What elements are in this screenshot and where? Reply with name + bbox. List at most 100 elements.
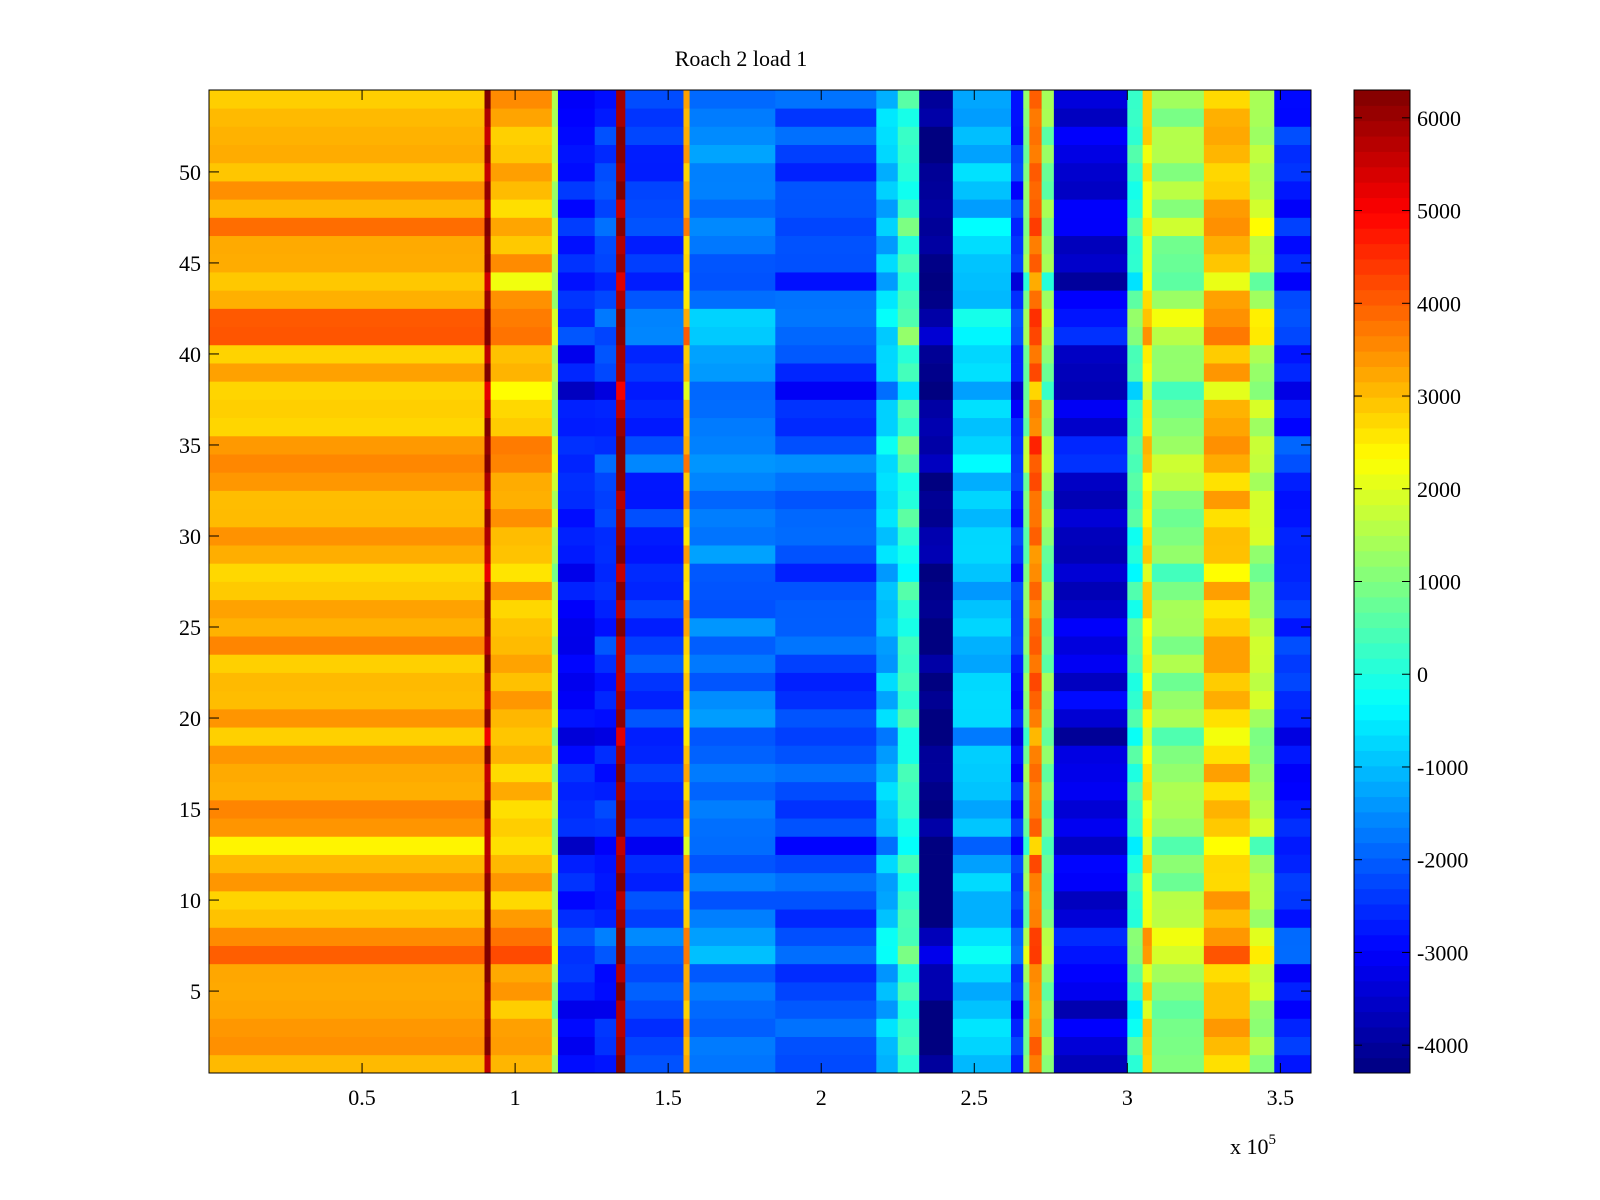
- heatmap-cell: [1029, 363, 1043, 382]
- heatmap-cell: [775, 235, 877, 255]
- colorbar-step: [1354, 381, 1410, 398]
- heatmap-cell: [897, 508, 920, 528]
- heatmap-cell: [209, 781, 485, 801]
- heatmap-cell: [625, 563, 684, 582]
- y-tick-label: 10: [179, 888, 201, 913]
- heatmap-cell: [1029, 126, 1043, 146]
- heatmap-cell: [616, 818, 626, 837]
- heatmap-cell: [551, 617, 559, 637]
- heatmap-cell: [1029, 945, 1043, 965]
- heatmap-cell: [1023, 563, 1030, 582]
- heatmap-cell: [1041, 818, 1055, 837]
- heatmap-cell: [1249, 162, 1275, 182]
- heatmap-cell: [484, 836, 492, 855]
- heatmap-cell: [1142, 508, 1153, 528]
- heatmap-cell: [1249, 927, 1275, 946]
- heatmap-cell: [952, 781, 1012, 801]
- heatmap-cell: [594, 90, 617, 109]
- heatmap-cell: [1151, 344, 1205, 364]
- heatmap-cell: [1203, 490, 1251, 510]
- heatmap-cell: [775, 727, 877, 746]
- heatmap-cell: [952, 1054, 1012, 1074]
- heatmap-cell: [775, 1000, 877, 1019]
- heatmap-cell: [919, 508, 954, 528]
- heatmap-cell: [897, 417, 920, 437]
- heatmap-cell: [209, 617, 485, 637]
- y-tick-label: 20: [179, 706, 201, 731]
- heatmap-cell: [897, 763, 920, 783]
- heatmap-cell: [1127, 599, 1144, 619]
- heatmap-cell: [594, 599, 617, 619]
- heatmap-cell: [1203, 636, 1251, 655]
- heatmap-cell: [952, 417, 1012, 437]
- colorbar-step: [1354, 151, 1410, 168]
- heatmap-cell: [484, 890, 492, 910]
- heatmap-cell: [625, 654, 684, 673]
- heatmap-cell: [876, 799, 899, 819]
- heatmap-cell: [616, 108, 626, 127]
- heatmap-cell: [689, 909, 776, 928]
- x-tick-label: 1: [510, 1085, 521, 1110]
- heatmap-cell: [876, 490, 899, 510]
- heatmap-cell: [551, 417, 559, 437]
- heatmap-cell: [1249, 708, 1275, 728]
- heatmap-cell: [1053, 144, 1128, 164]
- heatmap-cell: [594, 909, 617, 928]
- heatmap-cell: [683, 290, 690, 309]
- heatmap-cell: [919, 727, 954, 746]
- colorbar-step: [1354, 566, 1410, 582]
- heatmap-cell: [209, 162, 485, 182]
- heatmap-cell: [1041, 690, 1055, 710]
- heatmap-cell: [1151, 763, 1205, 783]
- heatmap-cell: [1011, 727, 1024, 746]
- colorbar-step: [1354, 520, 1410, 536]
- heatmap-cell: [1053, 417, 1128, 437]
- heatmap-cell: [683, 763, 690, 783]
- heatmap-cell: [1041, 144, 1055, 164]
- heatmap-cell: [1029, 745, 1043, 764]
- heatmap-cell: [551, 1036, 559, 1056]
- heatmap-cell: [1023, 581, 1030, 601]
- heatmap-cell: [683, 126, 690, 146]
- heatmap-cell: [1203, 253, 1251, 273]
- heatmap-cell: [594, 890, 617, 910]
- heatmap-cell: [1023, 490, 1030, 510]
- heatmap-cell: [1151, 508, 1205, 528]
- heatmap-cell: [689, 435, 776, 455]
- heatmap-cell: [1249, 1036, 1275, 1056]
- heatmap-cell: [1053, 854, 1128, 874]
- heatmap-cell: [952, 144, 1012, 164]
- colorbar-step: [1354, 458, 1410, 475]
- heatmap-cell: [1023, 144, 1030, 164]
- heatmap-cell: [919, 963, 954, 983]
- heatmap-cell: [683, 799, 690, 819]
- heatmap-cell: [1274, 235, 1312, 255]
- heatmap-cell: [919, 581, 954, 601]
- heatmap-cell: [689, 818, 776, 837]
- heatmap-cell: [1151, 90, 1205, 109]
- heatmap-cell: [876, 909, 899, 928]
- heatmap-cell: [952, 672, 1012, 692]
- heatmap-cell: [1011, 836, 1024, 855]
- heatmap-cell: [683, 108, 690, 127]
- heatmap-cell: [1011, 890, 1024, 910]
- heatmap-cell: [484, 144, 492, 164]
- heatmap-cell: [490, 872, 553, 892]
- heatmap-cell: [1142, 836, 1153, 855]
- colorbar-step: [1354, 781, 1410, 798]
- colorbar-step: [1354, 704, 1410, 721]
- heatmap-cell: [1274, 708, 1312, 728]
- heatmap-cell: [551, 363, 559, 382]
- heatmap-cell: [484, 927, 492, 946]
- heatmap-cell: [1127, 545, 1144, 564]
- heatmap-cell: [557, 799, 596, 819]
- heatmap-cell: [484, 90, 492, 109]
- heatmap-cell: [1127, 1054, 1144, 1074]
- heatmap-cell: [919, 654, 954, 673]
- heatmap-cell: [490, 545, 553, 564]
- heatmap-cell: [1249, 344, 1275, 364]
- heatmap-cell: [490, 217, 553, 237]
- heatmap-cell: [625, 890, 684, 910]
- heatmap-cell: [683, 1054, 690, 1074]
- heatmap-cell: [683, 199, 690, 218]
